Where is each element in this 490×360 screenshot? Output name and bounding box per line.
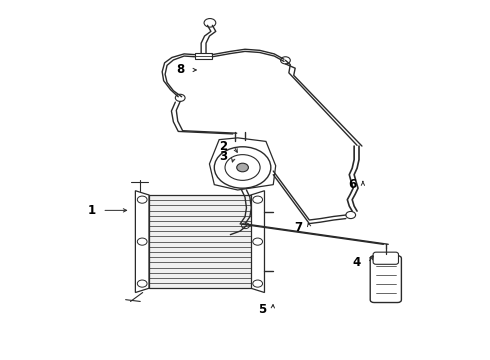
Text: 5: 5 bbox=[258, 303, 266, 316]
Circle shape bbox=[253, 238, 263, 245]
Circle shape bbox=[281, 57, 290, 64]
Circle shape bbox=[137, 196, 147, 203]
FancyBboxPatch shape bbox=[373, 252, 398, 264]
Polygon shape bbox=[149, 195, 251, 288]
Text: 2: 2 bbox=[219, 140, 227, 153]
Bar bbox=[195, 53, 212, 59]
Circle shape bbox=[137, 280, 147, 287]
Text: 7: 7 bbox=[294, 221, 303, 234]
Text: 1: 1 bbox=[87, 204, 96, 217]
Text: 6: 6 bbox=[348, 178, 356, 191]
Polygon shape bbox=[251, 191, 265, 293]
Circle shape bbox=[204, 18, 216, 27]
Text: 3: 3 bbox=[219, 150, 227, 163]
Polygon shape bbox=[135, 191, 149, 293]
Circle shape bbox=[253, 196, 263, 203]
FancyBboxPatch shape bbox=[370, 256, 401, 302]
Text: 4: 4 bbox=[353, 256, 361, 269]
Circle shape bbox=[225, 155, 260, 180]
Circle shape bbox=[137, 238, 147, 245]
Circle shape bbox=[346, 211, 356, 219]
Circle shape bbox=[237, 163, 248, 172]
Circle shape bbox=[242, 223, 249, 229]
Polygon shape bbox=[209, 138, 276, 190]
Text: 8: 8 bbox=[176, 63, 185, 76]
Circle shape bbox=[175, 94, 185, 102]
Circle shape bbox=[253, 280, 263, 287]
